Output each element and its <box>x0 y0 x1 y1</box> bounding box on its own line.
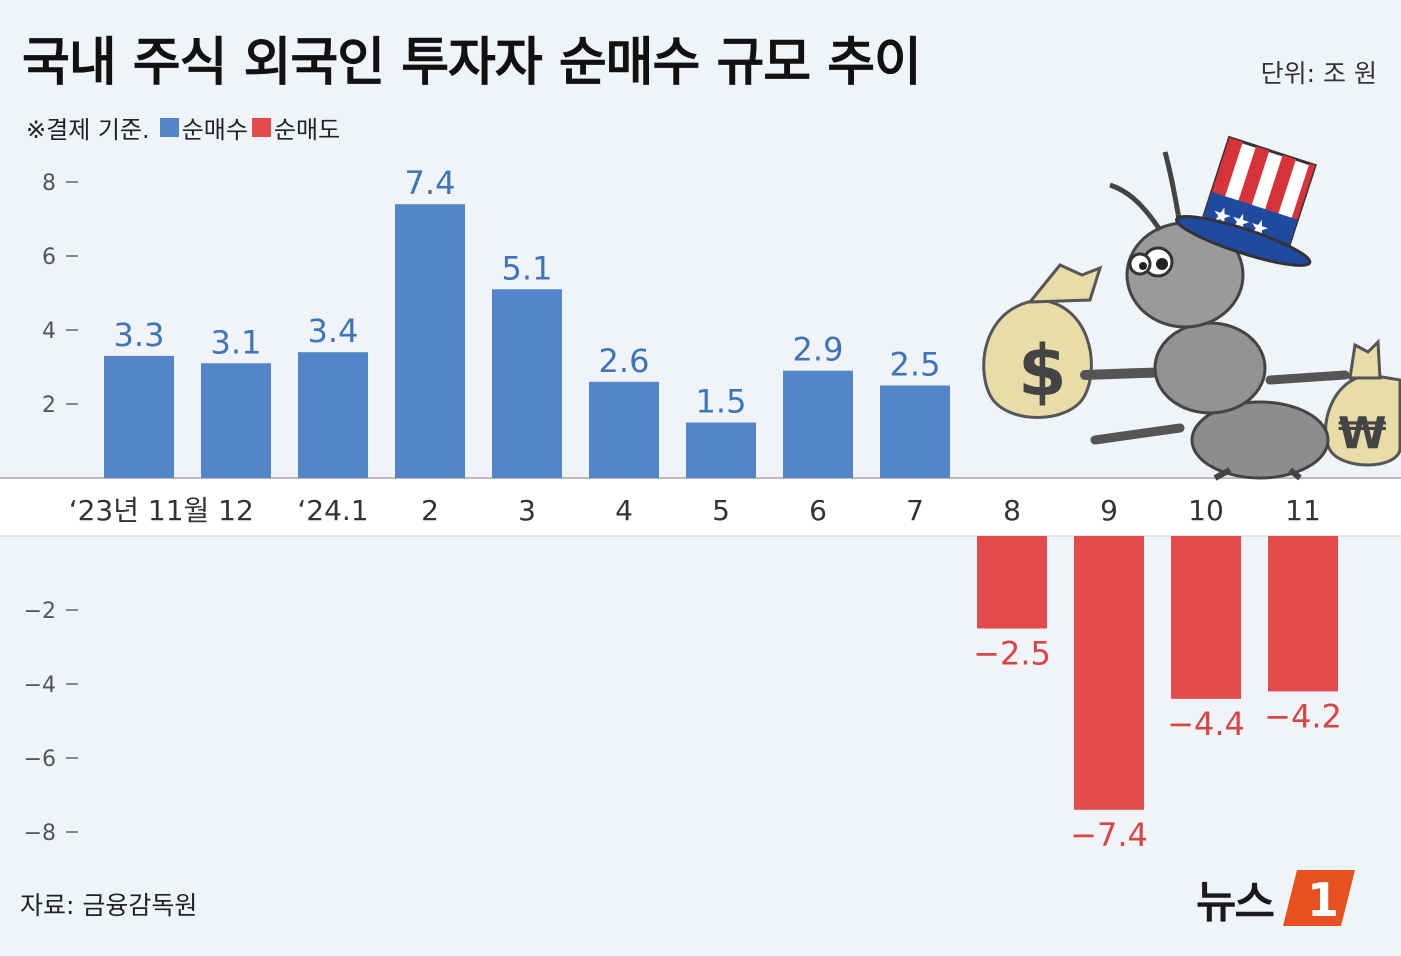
svg-text:$: $ <box>1018 330 1067 412</box>
bar <box>880 385 950 478</box>
legend-label-sell: 순매도 <box>273 116 341 144</box>
source-note: 자료: 금융감독원 <box>20 891 198 920</box>
legend-item-buy: 순매수 <box>150 110 248 145</box>
money-bag-left-icon: $ <box>982 263 1103 419</box>
value-label: 5.1 <box>502 249 553 287</box>
y-tick-label: 8 <box>42 171 56 196</box>
value-label: 3.1 <box>211 323 262 361</box>
category-band <box>0 478 1401 536</box>
bars <box>104 204 1338 810</box>
value-label: −7.4 <box>1070 816 1148 854</box>
category-label: 9 <box>1100 494 1118 527</box>
bar <box>589 381 659 478</box>
legend: ※결제 기준. 순매수 순매도 <box>26 110 340 145</box>
category-label: 4 <box>615 494 633 527</box>
legend-item-sell: 순매도 <box>248 110 340 145</box>
value-label: −4.2 <box>1264 697 1342 735</box>
chart-title: 국내 주식 외국인 투자자 순매수 규모 추이 <box>22 33 922 93</box>
category-label: ‘24.1 <box>297 494 368 527</box>
value-label: 3.3 <box>114 316 165 354</box>
category-labels: ‘23년 11월 12 ‘24.1 2 3 4 5 6 7 8 9 10 11 <box>69 494 1321 527</box>
category-label: 12 <box>218 494 254 527</box>
unit-label: 단위: 조 원 <box>1260 59 1377 88</box>
ant-illustration: $ ₩ <box>982 135 1401 481</box>
category-label: 6 <box>809 494 827 527</box>
brand-logo: 뉴스 1 <box>1196 866 1359 930</box>
value-label: −2.5 <box>973 635 1051 673</box>
bar <box>1074 536 1144 810</box>
category-label: 7 <box>906 494 924 527</box>
value-label: 2.9 <box>793 331 844 369</box>
y-tick-label: −6 <box>24 747 56 772</box>
category-label: 3 <box>518 494 536 527</box>
y-tick-label: −4 <box>24 673 56 698</box>
y-tick-label: 2 <box>42 393 56 418</box>
legend-swatch-sell <box>251 118 271 137</box>
y-tick-label: 4 <box>42 319 56 344</box>
category-label: ‘23년 11월 <box>69 494 210 527</box>
bar <box>1171 536 1241 699</box>
y-tick-label: 6 <box>42 245 56 270</box>
bar <box>977 536 1047 629</box>
category-label: 5 <box>712 494 730 527</box>
brand-name: 뉴스 <box>1196 877 1275 928</box>
bar <box>395 204 465 478</box>
y-tick-label: −8 <box>24 821 56 846</box>
category-label: 11 <box>1285 494 1321 527</box>
category-label: 10 <box>1188 494 1224 527</box>
bar <box>1268 536 1338 692</box>
value-label: 1.5 <box>696 383 747 421</box>
bar <box>104 355 174 478</box>
svg-text:₩: ₩ <box>1338 408 1387 459</box>
bar <box>686 422 756 478</box>
bar <box>492 289 562 478</box>
bar <box>298 352 368 478</box>
uncle-sam-hat-icon: ★★★ <box>1175 135 1317 267</box>
y-tick-label: −2 <box>24 599 56 624</box>
value-labels: 3.3 3.1 3.4 7.4 5.1 2.6 1.5 2.9 2.5 −2.5 −7.4 −4.4−… <box>114 164 1342 854</box>
value-label: 2.5 <box>890 346 941 384</box>
bar <box>783 370 853 478</box>
money-bag-right-icon: ₩ <box>1324 338 1401 467</box>
value-label: −4.4 <box>1167 705 1245 743</box>
value-label: 3.4 <box>308 312 359 350</box>
bar <box>201 363 271 478</box>
legend-label-buy: 순매수 <box>181 116 248 144</box>
category-label: 2 <box>421 494 439 527</box>
brand-badge-text: 1 <box>1307 873 1339 927</box>
legend-swatch-buy <box>159 118 179 137</box>
category-label: 8 <box>1003 494 1021 527</box>
value-label: 7.4 <box>405 164 456 202</box>
value-label: 2.6 <box>599 342 650 380</box>
y-axis: 8 6 4 2 −2 −4 −6 −8 <box>24 171 78 846</box>
legend-note: ※결제 기준. <box>26 116 150 144</box>
brand-badge-icon: 1 <box>1282 870 1355 927</box>
